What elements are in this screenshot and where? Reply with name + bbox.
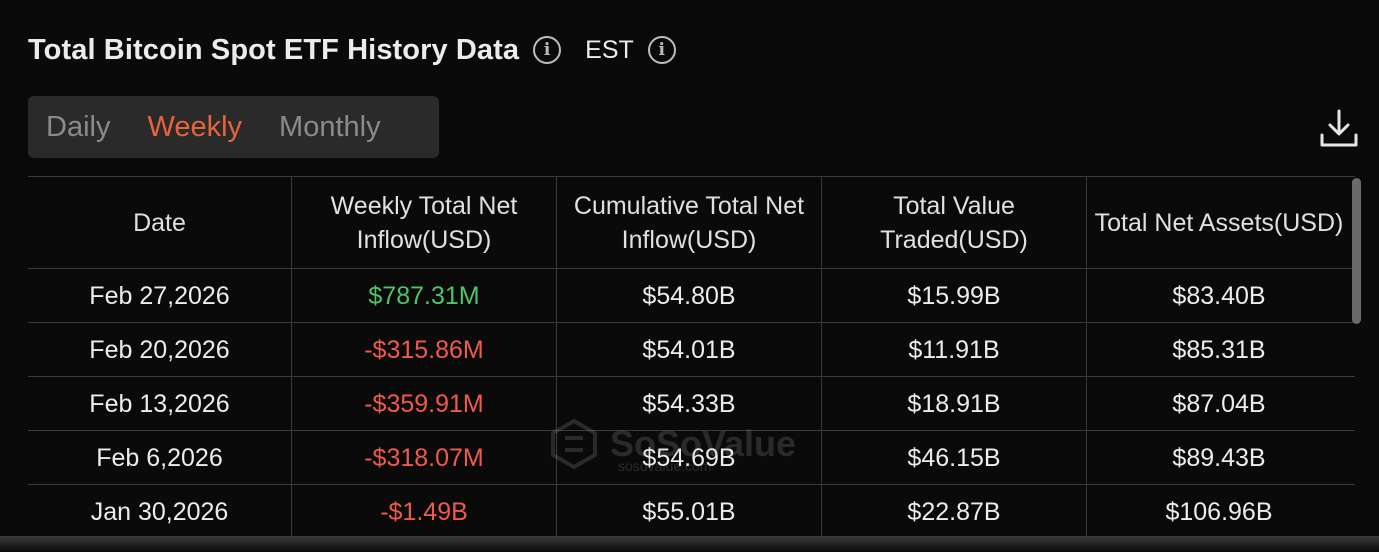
table-header-row: Date Weekly Total Net Inflow(USD) Cumula… <box>28 176 1355 268</box>
cell-weekly-net-inflow: -$359.91M <box>291 377 556 430</box>
cell-net-assets: $89.43B <box>1086 431 1351 484</box>
cell-date: Feb 27,2026 <box>89 281 230 310</box>
cell-net-assets: $85.31B <box>1086 323 1351 376</box>
table-row: Feb 6,2026 -$318.07M $54.69B $46.15B $89… <box>28 430 1355 484</box>
cell-value-traded: $46.15B <box>821 431 1086 484</box>
cell-weekly-net-inflow: -$318.07M <box>291 431 556 484</box>
tab-daily[interactable]: Daily <box>46 110 111 143</box>
cell-cumulative-net-inflow: $55.01B <box>556 485 821 538</box>
download-icon <box>1320 109 1358 147</box>
cell-cumulative-net-inflow: $54.80B <box>556 269 821 322</box>
cell-cumulative-net-inflow: $54.69B <box>556 431 821 484</box>
timezone-info-icon[interactable]: i <box>647 36 676 64</box>
table-row: Feb 13,2026 -$359.91M $54.33B $18.91B $8… <box>28 376 1355 430</box>
table-row: Jan 30,2026 -$1.49B $55.01B $22.87B $106… <box>28 484 1355 538</box>
history-table: Date Weekly Total Net Inflow(USD) Cumula… <box>28 176 1355 538</box>
cell-net-assets: $83.40B <box>1086 269 1351 322</box>
cell-value-traded: $15.99B <box>821 269 1086 322</box>
cell-weekly-net-inflow: -$1.49B <box>291 485 556 538</box>
cell-value-traded: $18.91B <box>821 377 1086 430</box>
cell-value-traded: $11.91B <box>821 323 1086 376</box>
table-row: Feb 20,2026 -$315.86M $54.01B $11.91B $8… <box>28 322 1355 376</box>
column-header-value-traded[interactable]: Total Value Traded(USD) <box>821 177 1086 268</box>
cell-cumulative-net-inflow: $54.01B <box>556 323 821 376</box>
period-tabs: Daily Weekly Monthly <box>28 96 439 158</box>
cell-net-assets: $106.96B <box>1086 485 1351 538</box>
cell-net-assets: $87.04B <box>1086 377 1351 430</box>
cell-cumulative-net-inflow: $54.33B <box>556 377 821 430</box>
cell-date: Feb 13,2026 <box>89 389 230 418</box>
table-scrollbar[interactable] <box>1352 178 1361 324</box>
column-header-date[interactable]: Date <box>133 208 186 237</box>
timezone-label: EST <box>585 35 634 64</box>
tab-weekly[interactable]: Weekly <box>147 110 243 143</box>
bottom-edge <box>0 536 1379 552</box>
column-header-net-assets[interactable]: Total Net Assets(USD) <box>1086 177 1351 268</box>
info-icon[interactable]: i <box>533 36 562 64</box>
cell-date: Feb 6,2026 <box>96 443 223 472</box>
table-row: Feb 27,2026 $787.31M $54.80B $15.99B $83… <box>28 268 1355 322</box>
tab-monthly[interactable]: Monthly <box>279 110 381 143</box>
cell-weekly-net-inflow: -$315.86M <box>291 323 556 376</box>
column-header-weekly-net-inflow[interactable]: Weekly Total Net Inflow(USD) <box>291 177 556 268</box>
cell-date: Jan 30,2026 <box>90 497 229 526</box>
column-header-cumulative-net-inflow[interactable]: Cumulative Total Net Inflow(USD) <box>556 177 821 268</box>
title-row: Total Bitcoin Spot ETF History Data i ES… <box>28 30 676 70</box>
download-button[interactable] <box>1318 108 1360 150</box>
page-title: Total Bitcoin Spot ETF History Data <box>28 33 520 66</box>
cell-weekly-net-inflow: $787.31M <box>291 269 556 322</box>
cell-date: Feb 20,2026 <box>89 335 230 364</box>
etf-history-panel: Total Bitcoin Spot ETF History Data i ES… <box>28 30 1361 538</box>
cell-value-traded: $22.87B <box>821 485 1086 538</box>
